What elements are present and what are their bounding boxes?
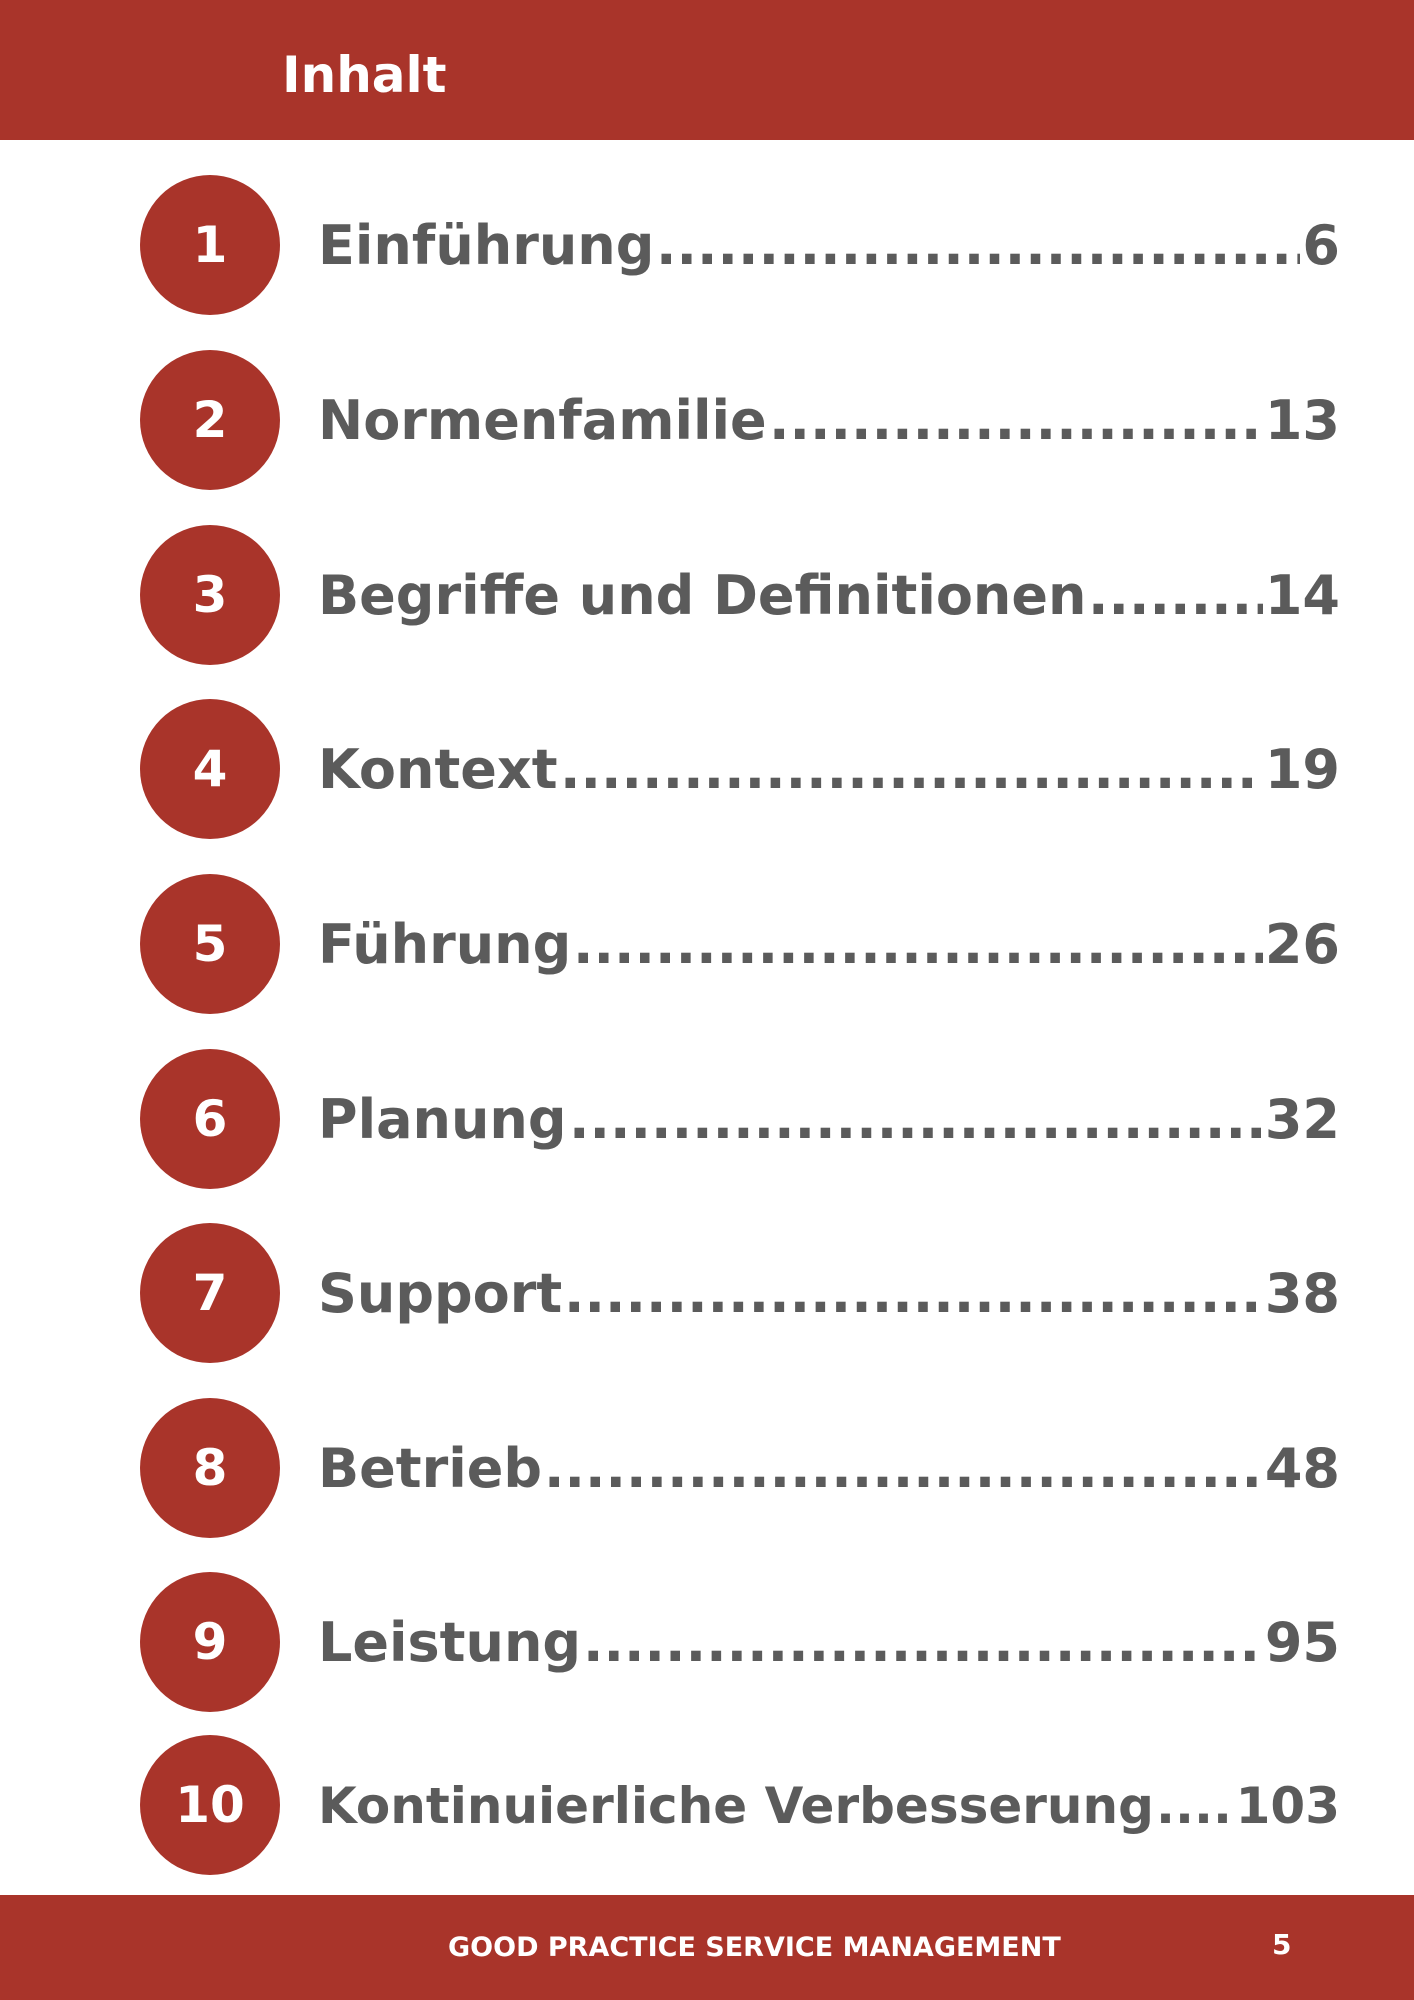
- chapter-page-number: 32: [1264, 1088, 1340, 1151]
- toc-entry[interactable]: 6 Planung ..............................…: [140, 1049, 1340, 1189]
- chapter-number-badge: 9: [140, 1572, 280, 1712]
- chapter-page-number: 95: [1264, 1611, 1340, 1674]
- chapter-title: Kontinuierliche Verbesserung: [318, 1777, 1154, 1835]
- chapter-title: Betrieb: [318, 1437, 543, 1500]
- toc-entry[interactable]: 9 Leistung .............................…: [140, 1572, 1340, 1712]
- toc-entry[interactable]: 4 Kontext ..............................…: [140, 699, 1340, 839]
- chapter-title: Begriffe und Definitionen: [318, 564, 1087, 627]
- dot-leader: ........................................…: [564, 1262, 1263, 1325]
- chapter-page-number: 38: [1264, 1262, 1340, 1325]
- chapter-number-badge: 4: [140, 699, 280, 839]
- toc-entry[interactable]: 5 Führung ..............................…: [140, 874, 1340, 1014]
- toc-entry[interactable]: 2 Normenfamilie ........................…: [140, 350, 1340, 490]
- dot-leader: ........................................…: [1088, 564, 1263, 627]
- chapter-page-number: 6: [1302, 214, 1340, 277]
- chapter-number-badge: 1: [140, 175, 280, 315]
- chapter-page-number: 13: [1264, 389, 1340, 452]
- chapter-title: Kontext: [318, 738, 558, 801]
- page-title: Inhalt: [282, 46, 447, 104]
- dot-leader: ........................................…: [769, 389, 1263, 452]
- chapter-page-number: 26: [1264, 913, 1340, 976]
- chapter-number-badge: 10: [140, 1735, 280, 1875]
- toc-entry[interactable]: 3 Begriffe und Definitionen ............…: [140, 525, 1340, 665]
- chapter-title: Einführung: [318, 214, 655, 277]
- chapter-number-badge: 3: [140, 525, 280, 665]
- chapter-title: Planung: [318, 1088, 567, 1151]
- chapter-page-number: 103: [1235, 1777, 1340, 1835]
- dot-leader: ........................................…: [656, 214, 1300, 277]
- dot-leader: ........................................…: [583, 1611, 1263, 1674]
- dot-leader: ........................................…: [560, 738, 1263, 801]
- chapter-number-badge: 6: [140, 1049, 280, 1189]
- chapter-title: Führung: [318, 913, 572, 976]
- chapter-number-badge: 8: [140, 1398, 280, 1538]
- chapter-number-badge: 5: [140, 874, 280, 1014]
- chapter-page-number: 48: [1264, 1437, 1340, 1500]
- dot-leader: ........................................…: [573, 913, 1263, 976]
- chapter-number-badge: 2: [140, 350, 280, 490]
- chapter-title: Normenfamilie: [318, 389, 767, 452]
- footer-bar: [0, 1895, 1414, 2000]
- toc-entry[interactable]: 10 Kontinuierliche Verbesserung ........…: [140, 1735, 1340, 1875]
- chapter-title: Leistung: [318, 1611, 582, 1674]
- toc-entry[interactable]: 7 Support ..............................…: [140, 1223, 1340, 1363]
- dot-leader: ........................................…: [1156, 1777, 1234, 1835]
- toc-entry[interactable]: 1 Einführung ...........................…: [140, 175, 1340, 315]
- toc-entry[interactable]: 8 Betrieb ..............................…: [140, 1398, 1340, 1538]
- dot-leader: ........................................…: [569, 1088, 1263, 1151]
- chapter-number-badge: 7: [140, 1223, 280, 1363]
- chapter-page-number: 14: [1264, 564, 1340, 627]
- dot-leader: ........................................…: [544, 1437, 1263, 1500]
- footer-title: GOOD PRACTICE SERVICE MANAGEMENT: [448, 1932, 1061, 1963]
- footer-page-number: 5: [1272, 1928, 1292, 1961]
- chapter-title: Support: [318, 1262, 563, 1325]
- chapter-page-number: 19: [1264, 738, 1340, 801]
- header-bar: [0, 0, 1414, 140]
